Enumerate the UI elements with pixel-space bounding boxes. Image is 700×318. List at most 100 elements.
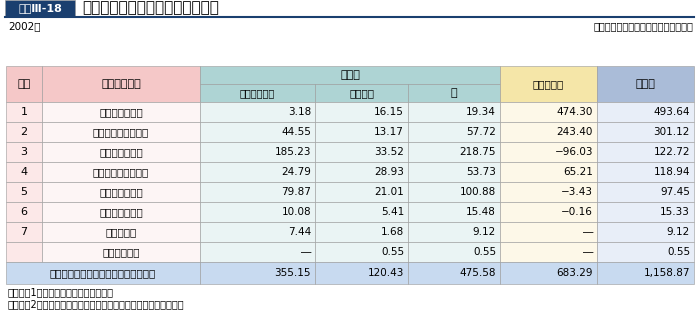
FancyBboxPatch shape xyxy=(42,182,200,202)
FancyBboxPatch shape xyxy=(315,222,408,242)
Text: 15.33: 15.33 xyxy=(660,207,690,217)
FancyBboxPatch shape xyxy=(500,222,597,242)
FancyBboxPatch shape xyxy=(42,66,200,102)
FancyBboxPatch shape xyxy=(315,262,408,284)
FancyBboxPatch shape xyxy=(597,202,694,222)
Text: 2: 2 xyxy=(20,127,27,137)
FancyBboxPatch shape xyxy=(315,84,408,102)
FancyBboxPatch shape xyxy=(200,102,315,122)
FancyBboxPatch shape xyxy=(408,162,500,182)
FancyBboxPatch shape xyxy=(597,66,694,102)
FancyBboxPatch shape xyxy=(597,262,694,284)
Text: 1.68: 1.68 xyxy=(381,227,404,237)
FancyBboxPatch shape xyxy=(315,202,408,222)
FancyBboxPatch shape xyxy=(42,162,200,182)
FancyBboxPatch shape xyxy=(6,262,200,284)
Text: 79.87: 79.87 xyxy=(281,187,311,197)
Text: 15.48: 15.48 xyxy=(466,207,496,217)
Text: 1: 1 xyxy=(20,107,27,117)
FancyBboxPatch shape xyxy=(5,0,75,16)
FancyBboxPatch shape xyxy=(500,182,597,202)
FancyBboxPatch shape xyxy=(6,102,42,122)
FancyBboxPatch shape xyxy=(408,182,500,202)
Text: 0.55: 0.55 xyxy=(667,247,690,257)
Text: 0.55: 0.55 xyxy=(473,247,496,257)
FancyBboxPatch shape xyxy=(597,222,694,242)
Text: 0.55: 0.55 xyxy=(381,247,404,257)
Text: 6: 6 xyxy=(20,207,27,217)
FancyBboxPatch shape xyxy=(200,222,315,242)
Text: 683.29: 683.29 xyxy=(556,268,593,278)
Text: 120.43: 120.43 xyxy=(368,268,404,278)
Text: −0.16: −0.16 xyxy=(561,207,593,217)
Text: 合　計: 合 計 xyxy=(636,79,655,89)
FancyBboxPatch shape xyxy=(500,142,597,162)
Text: 243.40: 243.40 xyxy=(556,127,593,137)
Text: 118.94: 118.94 xyxy=(654,167,690,177)
FancyBboxPatch shape xyxy=(597,102,694,122)
Text: ―: ― xyxy=(582,227,593,237)
FancyBboxPatch shape xyxy=(597,142,694,162)
Text: 475.58: 475.58 xyxy=(459,268,496,278)
FancyBboxPatch shape xyxy=(200,122,315,142)
Text: 24.79: 24.79 xyxy=(281,167,311,177)
FancyBboxPatch shape xyxy=(6,222,42,242)
FancyBboxPatch shape xyxy=(500,122,597,142)
Text: 4: 4 xyxy=(20,167,27,177)
FancyBboxPatch shape xyxy=(6,66,42,102)
FancyBboxPatch shape xyxy=(42,142,200,162)
Text: 493.64: 493.64 xyxy=(654,107,690,117)
Text: 355.15: 355.15 xyxy=(274,268,311,278)
FancyBboxPatch shape xyxy=(200,142,315,162)
Text: 97.45: 97.45 xyxy=(660,187,690,197)
FancyBboxPatch shape xyxy=(6,202,42,222)
Text: ス　リ　ラ　ン　カ: ス リ ラ ン カ xyxy=(93,167,149,177)
FancyBboxPatch shape xyxy=(200,202,315,222)
FancyBboxPatch shape xyxy=(42,202,200,222)
FancyBboxPatch shape xyxy=(315,182,408,202)
Text: パ　キ　ス　タ　ン: パ キ ス タ ン xyxy=(93,127,149,137)
FancyBboxPatch shape xyxy=(42,102,200,122)
FancyBboxPatch shape xyxy=(597,182,694,202)
FancyBboxPatch shape xyxy=(408,122,500,142)
Text: 国又は地域名: 国又は地域名 xyxy=(101,79,141,89)
Text: 図表Ⅲ-18: 図表Ⅲ-18 xyxy=(18,3,62,13)
Text: −96.03: −96.03 xyxy=(554,147,593,157)
Text: 計: 計 xyxy=(451,88,457,98)
Text: 19.34: 19.34 xyxy=(466,107,496,117)
FancyBboxPatch shape xyxy=(408,242,500,262)
Text: 53.73: 53.73 xyxy=(466,167,496,177)
Text: ―: ― xyxy=(582,247,593,257)
FancyBboxPatch shape xyxy=(6,182,42,202)
Text: 7.44: 7.44 xyxy=(288,227,311,237)
FancyBboxPatch shape xyxy=(500,242,597,262)
Text: 南西アジア地域における援助実績: 南西アジア地域における援助実績 xyxy=(82,1,219,16)
FancyBboxPatch shape xyxy=(200,162,315,182)
Text: 301.12: 301.12 xyxy=(654,127,690,137)
Text: 南　西　ア　ジ　ア　地　域　合　計: 南 西 ア ジ ア 地 域 合 計 xyxy=(50,268,156,278)
Text: 技術協力: 技術協力 xyxy=(349,88,374,98)
Text: モルディブ: モルディブ xyxy=(106,227,136,237)
Text: 100.88: 100.88 xyxy=(460,187,496,197)
FancyBboxPatch shape xyxy=(500,202,597,222)
FancyBboxPatch shape xyxy=(42,242,200,262)
Text: 122.72: 122.72 xyxy=(654,147,690,157)
Text: 28.93: 28.93 xyxy=(374,167,404,177)
Text: 44.55: 44.55 xyxy=(281,127,311,137)
FancyBboxPatch shape xyxy=(6,242,42,262)
FancyBboxPatch shape xyxy=(315,162,408,182)
Text: （支出綜額ベース、単位：百万ドル）: （支出綜額ベース、単位：百万ドル） xyxy=(593,21,693,31)
FancyBboxPatch shape xyxy=(6,142,42,162)
FancyBboxPatch shape xyxy=(408,142,500,162)
Text: 5.41: 5.41 xyxy=(381,207,404,217)
FancyBboxPatch shape xyxy=(315,242,408,262)
FancyBboxPatch shape xyxy=(42,222,200,242)
Text: −3.43: −3.43 xyxy=(561,187,593,197)
Text: イ　　ン　　ド: イ ン ド xyxy=(99,107,143,117)
FancyBboxPatch shape xyxy=(315,102,408,122)
FancyBboxPatch shape xyxy=(408,262,500,284)
Text: バングラデシュ: バングラデシュ xyxy=(99,147,143,157)
Text: 57.72: 57.72 xyxy=(466,127,496,137)
FancyBboxPatch shape xyxy=(200,66,500,84)
Text: 1,158.87: 1,158.87 xyxy=(643,268,690,278)
